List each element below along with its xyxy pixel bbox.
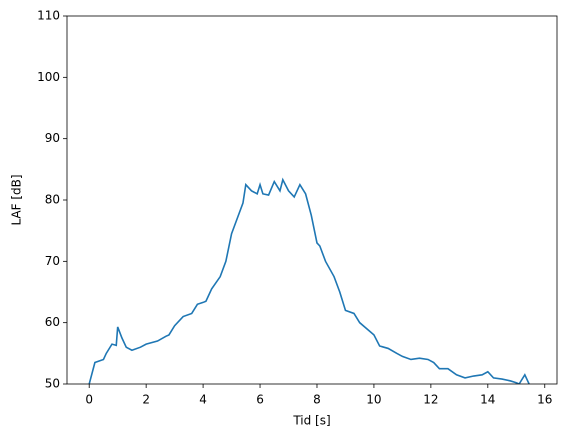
- y-tick-label: 100: [37, 70, 60, 84]
- x-tick-label: 16: [537, 393, 552, 407]
- x-tick-label: 10: [366, 393, 381, 407]
- x-tick-label: 6: [256, 393, 264, 407]
- y-tick-label: 90: [45, 131, 60, 145]
- x-tick-label: 4: [199, 393, 207, 407]
- y-tick-label: 60: [45, 315, 60, 329]
- plot-frame: [66, 15, 558, 385]
- y-tick-label: 50: [45, 377, 60, 391]
- x-axis-label: Tid [s]: [292, 414, 330, 428]
- x-tick-label: 8: [313, 393, 321, 407]
- x-tick-label: 12: [423, 393, 438, 407]
- line: [88, 177, 530, 384]
- y-axis-label: LAF [dB]: [10, 174, 24, 225]
- x-tick-label: 0: [85, 393, 93, 407]
- y-tick-label: 80: [45, 193, 60, 207]
- y-tick-label: 70: [45, 254, 60, 268]
- y-tick-label: 110: [37, 9, 60, 23]
- x-tick-label: 14: [480, 393, 495, 407]
- x-tick-label: 2: [142, 393, 150, 407]
